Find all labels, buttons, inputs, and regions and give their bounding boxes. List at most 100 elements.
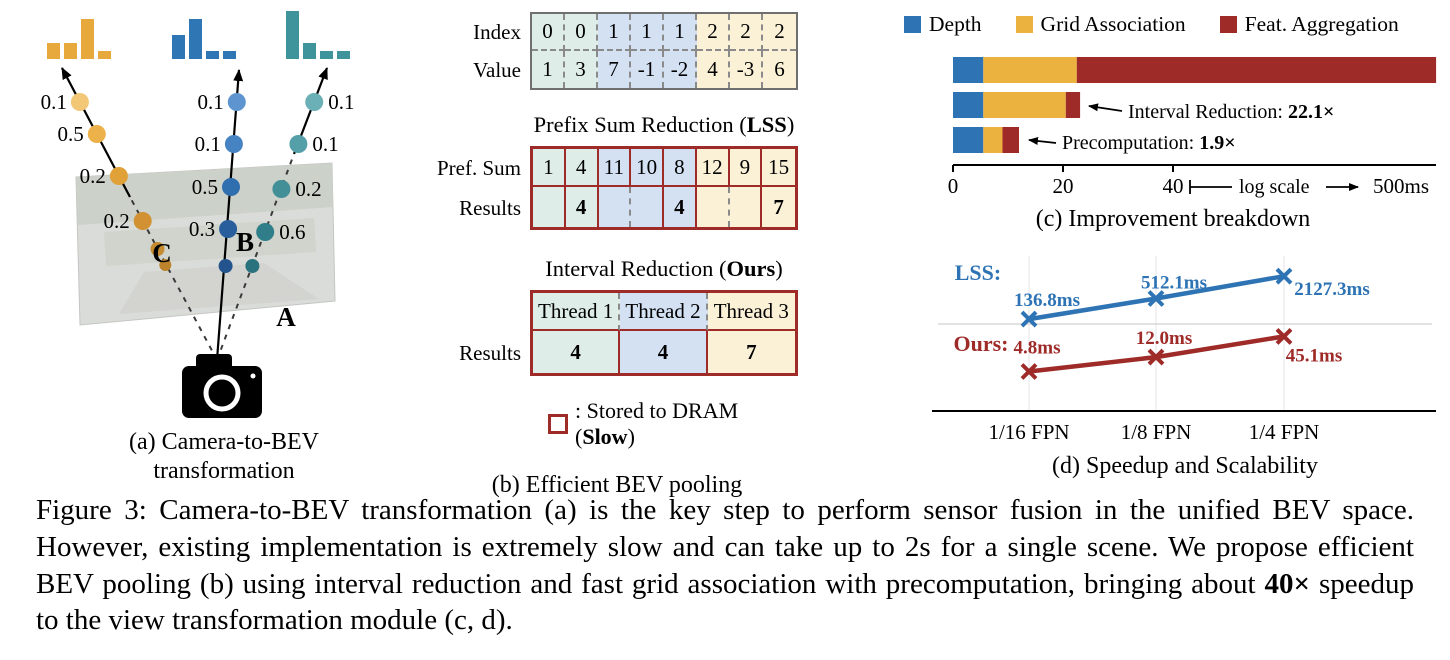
legend-item-depth: Depth [904, 12, 982, 37]
value-cell: -2 [664, 51, 697, 88]
value-cell: 1 [532, 51, 565, 88]
tick-label: 0 [948, 174, 959, 198]
result-cell: 7 [762, 187, 795, 227]
point-label: 45.1ms [1286, 345, 1342, 366]
row-label: Pref. Sum [437, 155, 521, 180]
legend-item-feat-aggregation: Feat. Aggregation [1219, 12, 1399, 37]
x-tick-label: 1/16 FPN [988, 420, 1069, 444]
panel-c-caption: (c) Improvement breakdown [1035, 206, 1311, 232]
result-cell [533, 187, 566, 227]
camera-icon [182, 354, 262, 418]
legend-item-grid-association: Grid Association [1015, 12, 1186, 37]
interval-table-row-labels: Results [436, 292, 530, 375]
annotation-arrow [1028, 137, 1057, 145]
annotation-arrow [1088, 103, 1123, 112]
panel-bev-pooling: Index Value 0 0 1 1 1 2 2 2 1 3 7 [436, 12, 798, 499]
prefix-sum-cell: 1 [533, 149, 566, 187]
improvement-legend: Depth Grid Association Feat. Aggregation [904, 12, 1448, 37]
prob-label: 0.1 [312, 132, 338, 156]
ray-a-depth-dots [245, 93, 324, 273]
value-cell: 6 [763, 51, 796, 88]
value-cell: 4 [697, 51, 730, 88]
prob-label: 0.2 [295, 177, 321, 201]
axis-end-label: 500ms [1373, 174, 1429, 198]
panel-camera-to-bev: 0.1 0.5 0.2 0.2 0.1 0.1 0.5 0.3 0.1 0.1 … [14, 4, 434, 485]
series-ours: 4.8ms 12.0ms 45.1ms Ours: [954, 327, 1342, 380]
result-cell: 4 [620, 331, 708, 373]
red-box-icon [548, 414, 568, 434]
index-cell: 2 [763, 14, 796, 51]
value-cell: 3 [565, 51, 598, 88]
index-cell: 1 [631, 14, 664, 51]
tick-label: 20 [1053, 174, 1074, 198]
series-lss: 136.8ms 512.1ms 2127.3ms LSS: [955, 260, 1370, 328]
point-label: 2127.3ms [1294, 279, 1369, 300]
ray-b [215, 69, 244, 361]
legend-label: Feat. Aggregation [1244, 12, 1399, 36]
prefix-sum-cell: 10 [631, 149, 664, 187]
prob-label: 0.1 [41, 90, 67, 114]
prefix-sum-cell: 12 [696, 149, 730, 187]
value-cell: -3 [730, 51, 763, 88]
row-label: Value [473, 58, 521, 82]
panel-b-caption: (b) Efficient BEV pooling [491, 472, 743, 498]
x-tick-label: 1/4 FPN [1249, 420, 1320, 444]
point-label: 512.1ms [1141, 273, 1207, 294]
interval-table-title: Interval Reduction (Ours) [545, 256, 783, 281]
index-cell: 0 [532, 14, 565, 51]
panel-speedup-scalability: 136.8ms 512.1ms 2127.3ms LSS: 4.8ms 12.0ms 45.… [924, 246, 1446, 480]
log-scale-indicator: log scale [1189, 176, 1359, 198]
result-cell [696, 187, 730, 227]
ray-c-label: C [152, 238, 172, 268]
legend-label: Grid Association [1040, 12, 1186, 36]
row-label-spacer [436, 292, 521, 333]
thread-cell: Thread 1 [533, 293, 621, 331]
panel-a-caption-line2: transformation [153, 458, 295, 484]
result-cell: 7 [707, 331, 795, 373]
index-value-table: Index Value 0 0 1 1 1 2 2 2 1 3 7 [436, 12, 798, 90]
ray-b-depth-dots [218, 93, 246, 273]
depth-distribution-bars [47, 11, 350, 59]
prob-label: 0.1 [198, 90, 224, 114]
prob-label: 0.2 [103, 209, 129, 233]
row-label: Index [473, 20, 521, 44]
figure-caption: Figure 3: Camera-to-BEV transformation (… [36, 492, 1414, 639]
index-cell: 0 [565, 14, 598, 51]
annotation-1: Interval Reduction: 22.1× [1128, 101, 1334, 123]
speedup-scalability-chart: 136.8ms 512.1ms 2127.3ms LSS: 4.8ms 12.0ms 45.… [932, 256, 1436, 444]
series-label: Ours: [954, 331, 1009, 356]
prob-label: 0.2 [80, 164, 106, 188]
figure-caption-text: speedup to the view transformation modul… [36, 567, 1414, 637]
dram-legend: : Stored to DRAM (Slow) [548, 398, 798, 450]
grid-association-swatch-icon [1015, 16, 1033, 33]
tick-label: 40 [1163, 174, 1184, 198]
prefix-table-row-labels: Pref. Sum Results [436, 148, 530, 229]
prob-label: 0.1 [195, 132, 221, 156]
camera-bev-diagram: 0.1 0.5 0.2 0.2 0.1 0.1 0.5 0.3 0.1 0.1 … [41, 11, 354, 418]
result-cell [598, 187, 632, 227]
prefix-sum-cell: 11 [598, 149, 632, 187]
legend-label: Depth [929, 12, 982, 36]
improvement-breakdown-chart: 0 20 40 log scale 500ms Interval Reduction: 2… [948, 57, 1437, 198]
svg-text:log scale: log scale [1239, 176, 1310, 198]
figure-caption-text: Figure 3: Camera-to-BEV transformation (… [36, 494, 1414, 600]
row-label: Results [459, 195, 521, 220]
index-cell: 2 [697, 14, 730, 51]
ray-b-label: B [236, 227, 254, 257]
prefix-sum-table: Pref. Sum Results 1 4 11 10 8 12 9 15 4 [436, 146, 798, 230]
panel-a-caption: (a) Camera-to-BEV transformation [14, 429, 434, 485]
prefix-table-title: Prefix Sum Reduction (LSS) [533, 112, 795, 137]
prefix-sum-cell: 9 [729, 149, 763, 187]
result-cell: 4 [565, 187, 599, 227]
figure-caption-bold: 40× [1264, 567, 1311, 600]
dram-legend-text: : Stored to DRAM (Slow) [575, 398, 739, 449]
row-label: Results [459, 340, 521, 365]
panel-improvement-breakdown: Depth Grid Association Feat. Aggregation… [898, 12, 1448, 233]
prob-label: 0.5 [192, 175, 218, 199]
prefix-sum-cell: 8 [664, 149, 697, 187]
index-cell: 1 [598, 14, 631, 51]
prob-label: 0.3 [189, 217, 215, 241]
stacked-bar-2 [953, 92, 1081, 118]
result-cell [631, 187, 664, 227]
